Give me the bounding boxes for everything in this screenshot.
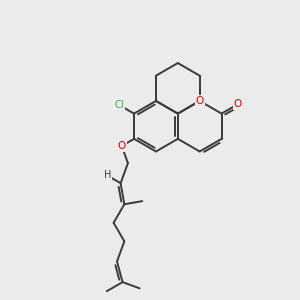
Text: Cl: Cl	[114, 100, 124, 110]
Text: O: O	[118, 141, 126, 151]
Text: O: O	[233, 99, 242, 110]
Text: H: H	[103, 170, 111, 181]
Text: O: O	[196, 96, 204, 106]
